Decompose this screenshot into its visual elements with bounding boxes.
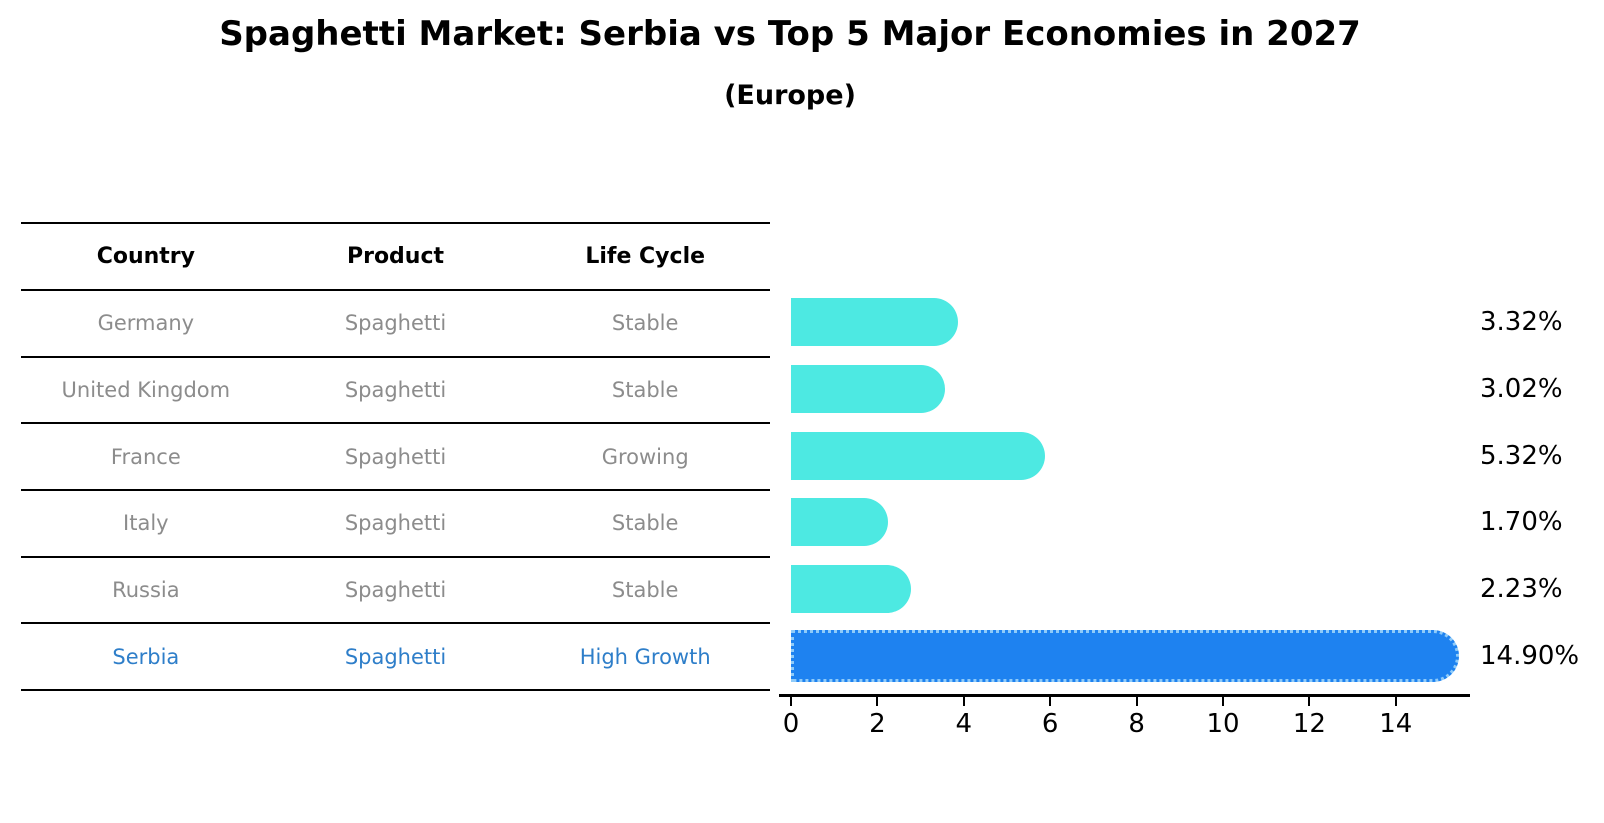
product-cell: Spaghetti bbox=[344, 644, 447, 669]
x-tick-label: 8 bbox=[1128, 709, 1145, 739]
x-tick-label: 14 bbox=[1379, 709, 1413, 739]
country-cell: France bbox=[110, 444, 181, 469]
x-tick-label: 12 bbox=[1292, 709, 1326, 739]
lifecycle-cell: Stable bbox=[611, 511, 679, 536]
bar-value-label: 3.32% bbox=[1480, 307, 1563, 338]
bar bbox=[791, 364, 946, 413]
x-tick-label: 6 bbox=[1041, 709, 1059, 739]
x-tick-mark bbox=[1222, 697, 1224, 706]
table-row: United Kingdom Spaghetti Stable bbox=[21, 358, 770, 425]
product-cell: Spaghetti bbox=[344, 444, 447, 469]
x-tick-mark bbox=[790, 697, 792, 706]
bar-row bbox=[791, 289, 1470, 356]
product-cell: Spaghetti bbox=[344, 311, 447, 336]
product-cell: Spaghetti bbox=[344, 578, 447, 603]
bar-value-labels: 3.32% 3.02% 5.32% 1.70% 2.23% 14.90% bbox=[1480, 289, 1600, 689]
lifecycle-cell: Growing bbox=[601, 444, 689, 469]
x-tick-mark bbox=[876, 697, 879, 706]
table-header-row: Country Product Life Cycle bbox=[21, 224, 770, 291]
bar-row bbox=[791, 622, 1470, 689]
bar bbox=[791, 498, 889, 547]
bar-row bbox=[791, 422, 1470, 489]
bar-value-label: 3.02% bbox=[1480, 374, 1563, 405]
bar-serbia-highlight bbox=[791, 629, 1459, 682]
country-table: Country Product Life Cycle Germany Spaghe… bbox=[21, 222, 770, 692]
x-tick-mark bbox=[962, 697, 965, 706]
lifecycle-cell: Stable bbox=[611, 311, 679, 336]
x-tick-label: 4 bbox=[955, 709, 973, 739]
chart-subtitle: (Europe) bbox=[724, 80, 856, 111]
x-tick-mark bbox=[1308, 697, 1311, 706]
table-row: Italy Spaghetti Stable bbox=[21, 491, 770, 558]
country-cell: United Kingdom bbox=[61, 378, 231, 403]
x-tick-label: 10 bbox=[1206, 709, 1240, 739]
bar-value-label: 1.70% bbox=[1480, 507, 1563, 538]
chart-title: Spaghetti Market: Serbia vs Top 5 Major … bbox=[219, 14, 1361, 54]
bar-value-label: 2.23% bbox=[1480, 574, 1563, 605]
bar-value-label: 5.32% bbox=[1480, 440, 1563, 471]
product-cell: Spaghetti bbox=[344, 511, 447, 536]
lifecycle-cell: High Growth bbox=[579, 644, 711, 669]
table-row: Germany Spaghetti Stable bbox=[21, 291, 770, 358]
bar-plot-area bbox=[791, 289, 1470, 690]
country-cell: Italy bbox=[123, 511, 169, 536]
country-cell: Germany bbox=[97, 311, 195, 336]
bar-value-label: 14.90% bbox=[1480, 640, 1580, 671]
product-cell: Spaghetti bbox=[344, 378, 447, 403]
x-axis-line bbox=[779, 694, 1470, 697]
bar-row bbox=[791, 556, 1470, 623]
lifecycle-cell: Stable bbox=[611, 578, 679, 603]
table-header-country: Country bbox=[96, 244, 195, 269]
table-row: Russia Spaghetti Stable bbox=[21, 558, 770, 625]
lifecycle-cell: Stable bbox=[611, 378, 679, 403]
x-tick-mark bbox=[1394, 697, 1397, 706]
table-header-lifecycle: Life Cycle bbox=[585, 244, 706, 269]
bar bbox=[791, 565, 912, 614]
x-tick-label: 0 bbox=[782, 709, 800, 739]
country-cell: Serbia bbox=[112, 644, 180, 669]
table-row: Serbia Spaghetti High Growth bbox=[21, 624, 770, 692]
bar bbox=[791, 298, 959, 347]
x-tick-mark bbox=[1135, 697, 1138, 706]
table-body: Germany Spaghetti Stable United Kingdom Spag… bbox=[21, 291, 770, 692]
table-row: France Spaghetti Growing bbox=[21, 424, 770, 492]
x-tick-mark bbox=[1049, 697, 1052, 706]
bar-row bbox=[791, 356, 1470, 423]
bar-row bbox=[791, 489, 1470, 556]
table-header-product: Product bbox=[346, 244, 445, 269]
bar bbox=[791, 431, 1045, 480]
country-cell: Russia bbox=[112, 578, 180, 603]
x-axis-ticks: 0 2 4 6 8 10 12 14 bbox=[783, 697, 1470, 747]
x-tick-label: 2 bbox=[869, 709, 886, 739]
